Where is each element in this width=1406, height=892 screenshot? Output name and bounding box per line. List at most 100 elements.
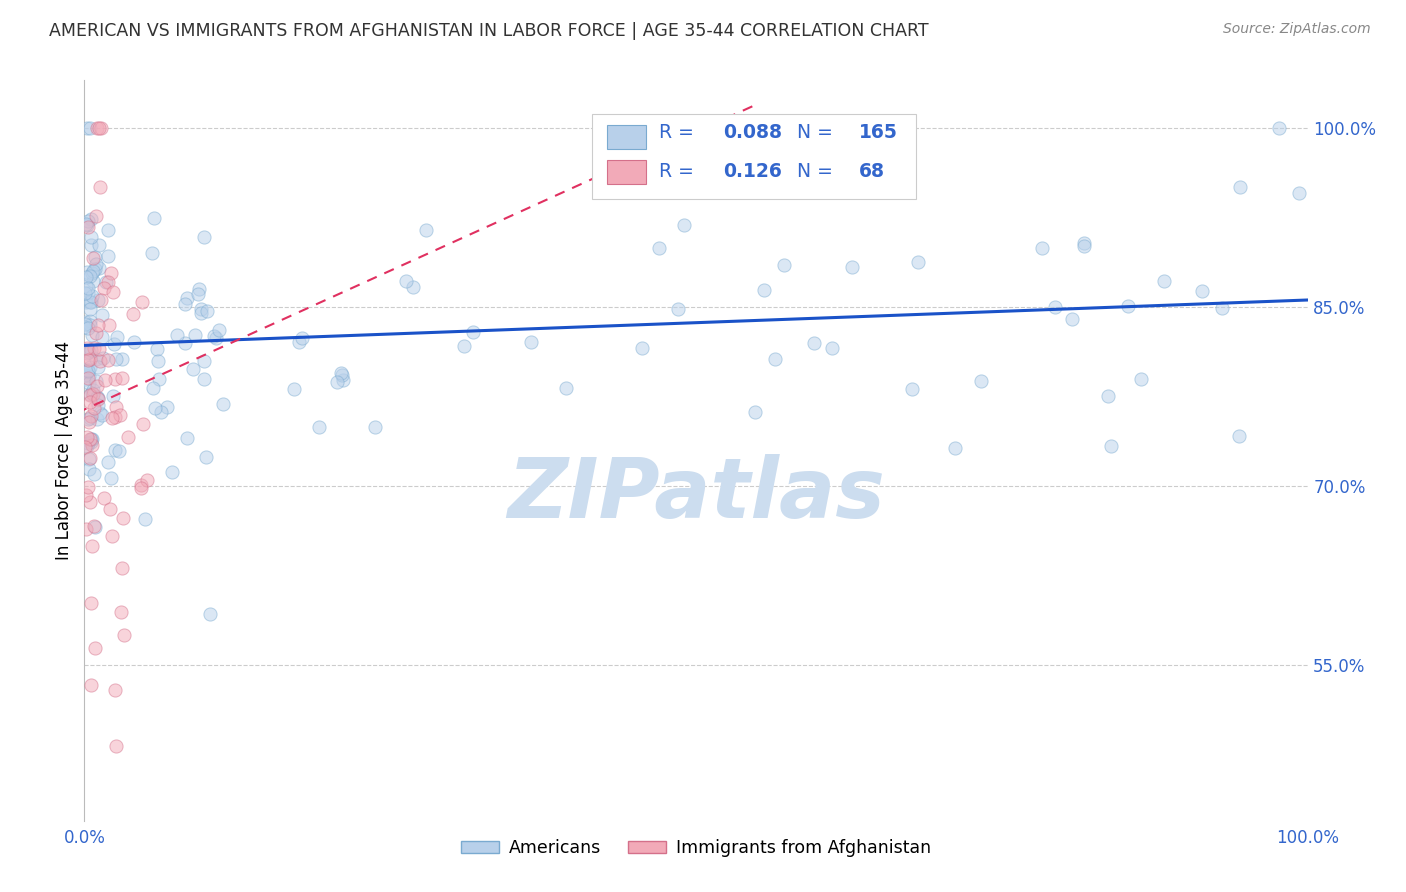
- Point: [79, 387, 101, 401]
- Point: [103, 371, 125, 385]
- Point: [80, 238, 103, 252]
- Point: [82, 251, 104, 265]
- Point: [364, 420, 387, 434]
- Point: [75, 286, 97, 301]
- Point: [97, 455, 120, 469]
- Point: [86, 374, 108, 388]
- Point: [101, 285, 124, 299]
- Point: [79, 314, 101, 328]
- Point: [82, 264, 104, 278]
- Point: [647, 241, 669, 255]
- Point: [1267, 121, 1289, 136]
- Point: [97, 276, 120, 290]
- Point: [90, 121, 112, 136]
- Point: [141, 246, 163, 260]
- Point: [77, 285, 100, 300]
- Point: [162, 465, 184, 479]
- Point: [89, 180, 111, 194]
- Point: [79, 495, 101, 509]
- Point: [173, 296, 195, 310]
- Text: N =: N =: [797, 161, 839, 181]
- Point: [205, 331, 228, 345]
- Point: [83, 640, 105, 655]
- Point: [111, 561, 134, 575]
- Point: [93, 491, 115, 506]
- Point: [970, 374, 993, 388]
- Point: [105, 400, 128, 414]
- Point: [80, 266, 103, 280]
- FancyBboxPatch shape: [606, 161, 645, 184]
- Point: [83, 467, 105, 482]
- Text: Source: ZipAtlas.com: Source: ZipAtlas.com: [1223, 22, 1371, 37]
- Point: [104, 739, 127, 753]
- Point: [98, 502, 121, 516]
- Point: [461, 325, 484, 339]
- Point: [83, 342, 105, 356]
- Point: [75, 315, 97, 329]
- Point: [79, 318, 101, 333]
- Point: [194, 450, 217, 464]
- Point: [108, 408, 131, 422]
- Point: [112, 510, 135, 524]
- Point: [186, 286, 208, 301]
- Point: [75, 217, 97, 231]
- Point: [86, 121, 108, 136]
- Point: [97, 223, 120, 237]
- Point: [183, 327, 205, 342]
- Point: [330, 368, 353, 382]
- Point: [146, 354, 169, 368]
- Point: [1288, 186, 1310, 200]
- Point: [76, 439, 98, 453]
- Point: [79, 388, 101, 402]
- Point: [96, 353, 118, 368]
- Point: [143, 401, 166, 416]
- Point: [672, 218, 695, 232]
- Point: [288, 334, 311, 349]
- Point: [86, 398, 108, 412]
- Point: [143, 211, 166, 225]
- Point: [190, 301, 212, 316]
- Point: [84, 256, 107, 270]
- Point: [79, 295, 101, 310]
- Point: [87, 392, 110, 406]
- Point: [91, 330, 114, 344]
- Point: [79, 121, 101, 136]
- Point: [630, 342, 652, 356]
- Point: [86, 209, 108, 223]
- Point: [111, 370, 134, 384]
- Point: [80, 230, 103, 244]
- Point: [86, 378, 108, 392]
- Point: [1073, 238, 1095, 252]
- Point: [87, 318, 110, 332]
- Point: [79, 343, 101, 358]
- Point: [308, 420, 330, 434]
- Point: [453, 339, 475, 353]
- Point: [87, 342, 110, 356]
- Point: [77, 480, 100, 494]
- Point: [208, 323, 231, 337]
- Point: [1130, 372, 1153, 386]
- Y-axis label: In Labor Force | Age 35-44: In Labor Force | Age 35-44: [55, 341, 73, 560]
- Point: [122, 307, 145, 321]
- Point: [104, 442, 127, 457]
- Point: [82, 384, 104, 398]
- Point: [187, 283, 209, 297]
- Point: [87, 293, 110, 307]
- Point: [79, 432, 101, 446]
- Point: [519, 334, 541, 349]
- Point: [80, 678, 103, 692]
- Point: [73, 441, 96, 455]
- Point: [907, 255, 929, 269]
- Point: [176, 291, 198, 305]
- Point: [212, 396, 235, 410]
- Point: [101, 411, 124, 425]
- Point: [76, 346, 98, 360]
- Point: [1153, 274, 1175, 288]
- Point: [83, 520, 105, 534]
- Point: [1211, 301, 1233, 315]
- Text: R =: R =: [659, 123, 700, 143]
- Point: [76, 436, 98, 450]
- Point: [77, 451, 100, 466]
- Point: [190, 306, 212, 320]
- Point: [87, 237, 110, 252]
